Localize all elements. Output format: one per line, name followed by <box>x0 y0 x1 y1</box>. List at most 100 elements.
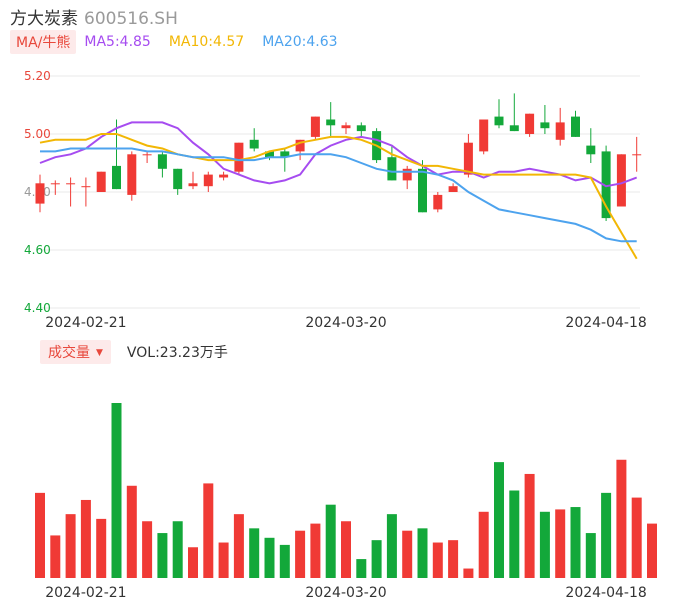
candle-body <box>525 113 535 134</box>
candle-body <box>96 171 106 192</box>
x-tick-label: 2024-02-21 <box>45 315 126 331</box>
volume-bar <box>402 530 413 578</box>
volume-bar <box>111 403 122 578</box>
candle-body <box>555 122 565 140</box>
volume-value: VOL:23.23万手 <box>126 345 228 361</box>
candle-body <box>234 142 244 172</box>
y-tick-label: 4.60 <box>24 243 51 257</box>
candle-body <box>127 154 137 195</box>
candle-body <box>433 194 443 210</box>
candle-body <box>356 125 366 132</box>
ma20-label: MA20:4.63 <box>262 34 338 50</box>
x-tick-label: 2024-04-18 <box>565 315 646 331</box>
volume-bar <box>371 540 382 578</box>
stock-name: 方大炭素 <box>10 9 78 29</box>
candle-body <box>249 139 259 149</box>
volume-bar <box>80 499 91 578</box>
price-grid <box>38 75 640 309</box>
volume-bar <box>35 492 45 578</box>
candle-body <box>540 122 550 129</box>
ma10-label: MA10:4.57 <box>168 34 245 50</box>
caret-down-icon: ▼ <box>96 348 103 358</box>
moving-average-lines <box>39 121 638 260</box>
candle-body <box>341 125 351 129</box>
volume-toggle-label: 成交量 <box>48 345 90 361</box>
candle-body <box>173 168 183 190</box>
candle-body <box>188 183 198 187</box>
volume-x-axis: 2024-02-21 2024-03-20 2024-04-18 <box>45 585 647 601</box>
candle-body <box>632 154 642 156</box>
candle-body <box>586 145 596 155</box>
candle-body <box>112 165 121 190</box>
candle-body <box>418 168 427 213</box>
candle-body <box>81 186 91 188</box>
candle-body <box>479 119 489 152</box>
volume-bar <box>616 459 627 578</box>
volume-x-tick-label: 2024-03-20 <box>305 585 386 601</box>
volume-bar <box>448 540 459 578</box>
volume-bar <box>188 547 198 578</box>
volume-bar <box>142 521 153 578</box>
volume-bar <box>585 533 596 578</box>
ma5-label: MA5:4.85 <box>84 34 151 50</box>
volume-bar <box>524 473 535 578</box>
volume-bar <box>432 542 443 578</box>
volume-bar <box>463 568 474 578</box>
candle-body <box>509 125 519 132</box>
volume-x-tick-label: 2024-02-21 <box>45 585 126 601</box>
volume-bar <box>96 518 107 578</box>
y-tick-label: 5.00 <box>24 127 51 141</box>
candle-body <box>203 174 213 187</box>
volume-bar <box>126 485 137 578</box>
volume-bar <box>157 533 168 578</box>
volume-bar <box>555 509 566 578</box>
candle-body <box>387 157 397 181</box>
volume-bar <box>310 523 321 578</box>
price-x-axis: 2024-02-21 2024-03-20 2024-04-18 <box>45 315 647 331</box>
y-tick-label: 5.20 <box>24 69 51 83</box>
x-tick-label: 2024-03-20 <box>305 315 386 331</box>
candle-body <box>402 168 412 181</box>
candle-body <box>295 139 305 152</box>
candle-body <box>448 186 458 192</box>
volume-bar <box>539 511 550 578</box>
stock-code: 600516.SH <box>84 9 178 29</box>
volume-bar <box>509 490 520 578</box>
candle-body <box>616 154 626 207</box>
volume-bar <box>264 537 275 578</box>
candle-body <box>601 151 611 219</box>
candle-body <box>157 154 167 169</box>
volume-bar <box>601 492 612 578</box>
ma10-line <box>39 133 638 260</box>
volume-legend: 成交量 ▼ VOL:23.23万手 <box>40 340 228 364</box>
ma20-line <box>40 147 637 243</box>
volume-toggle-button[interactable]: 成交量 ▼ <box>40 340 111 364</box>
volume-bar <box>386 514 397 578</box>
volume-bar <box>218 542 229 578</box>
volume-bar <box>172 521 183 578</box>
volume-bar <box>279 544 290 578</box>
volume-bar <box>233 514 244 578</box>
ma-toggle-button[interactable]: MA/牛熊 <box>10 30 77 54</box>
candle-body <box>280 151 290 158</box>
volume-bar <box>65 514 76 578</box>
candle-body <box>310 116 320 137</box>
volume-bar <box>478 511 489 578</box>
candlestick-series <box>35 93 642 221</box>
candle-body <box>265 151 274 158</box>
ma5-line <box>39 121 638 188</box>
candle-body <box>571 116 580 137</box>
volume-bar <box>50 535 61 578</box>
candle-body <box>326 119 336 126</box>
ma-legend: MA/牛熊 MA5:4.85 MA10:4.57 MA20:4.63 <box>10 30 356 54</box>
volume-x-tick-label: 2024-04-18 <box>565 585 646 601</box>
candle-body <box>35 183 45 204</box>
candle-body <box>494 116 504 126</box>
candle-body <box>463 142 473 175</box>
volume-bar <box>631 497 642 578</box>
candle-body <box>219 174 229 178</box>
y-tick-label: 4.40 <box>24 301 51 315</box>
volume-bars <box>35 403 657 578</box>
volume-bar <box>295 530 306 578</box>
